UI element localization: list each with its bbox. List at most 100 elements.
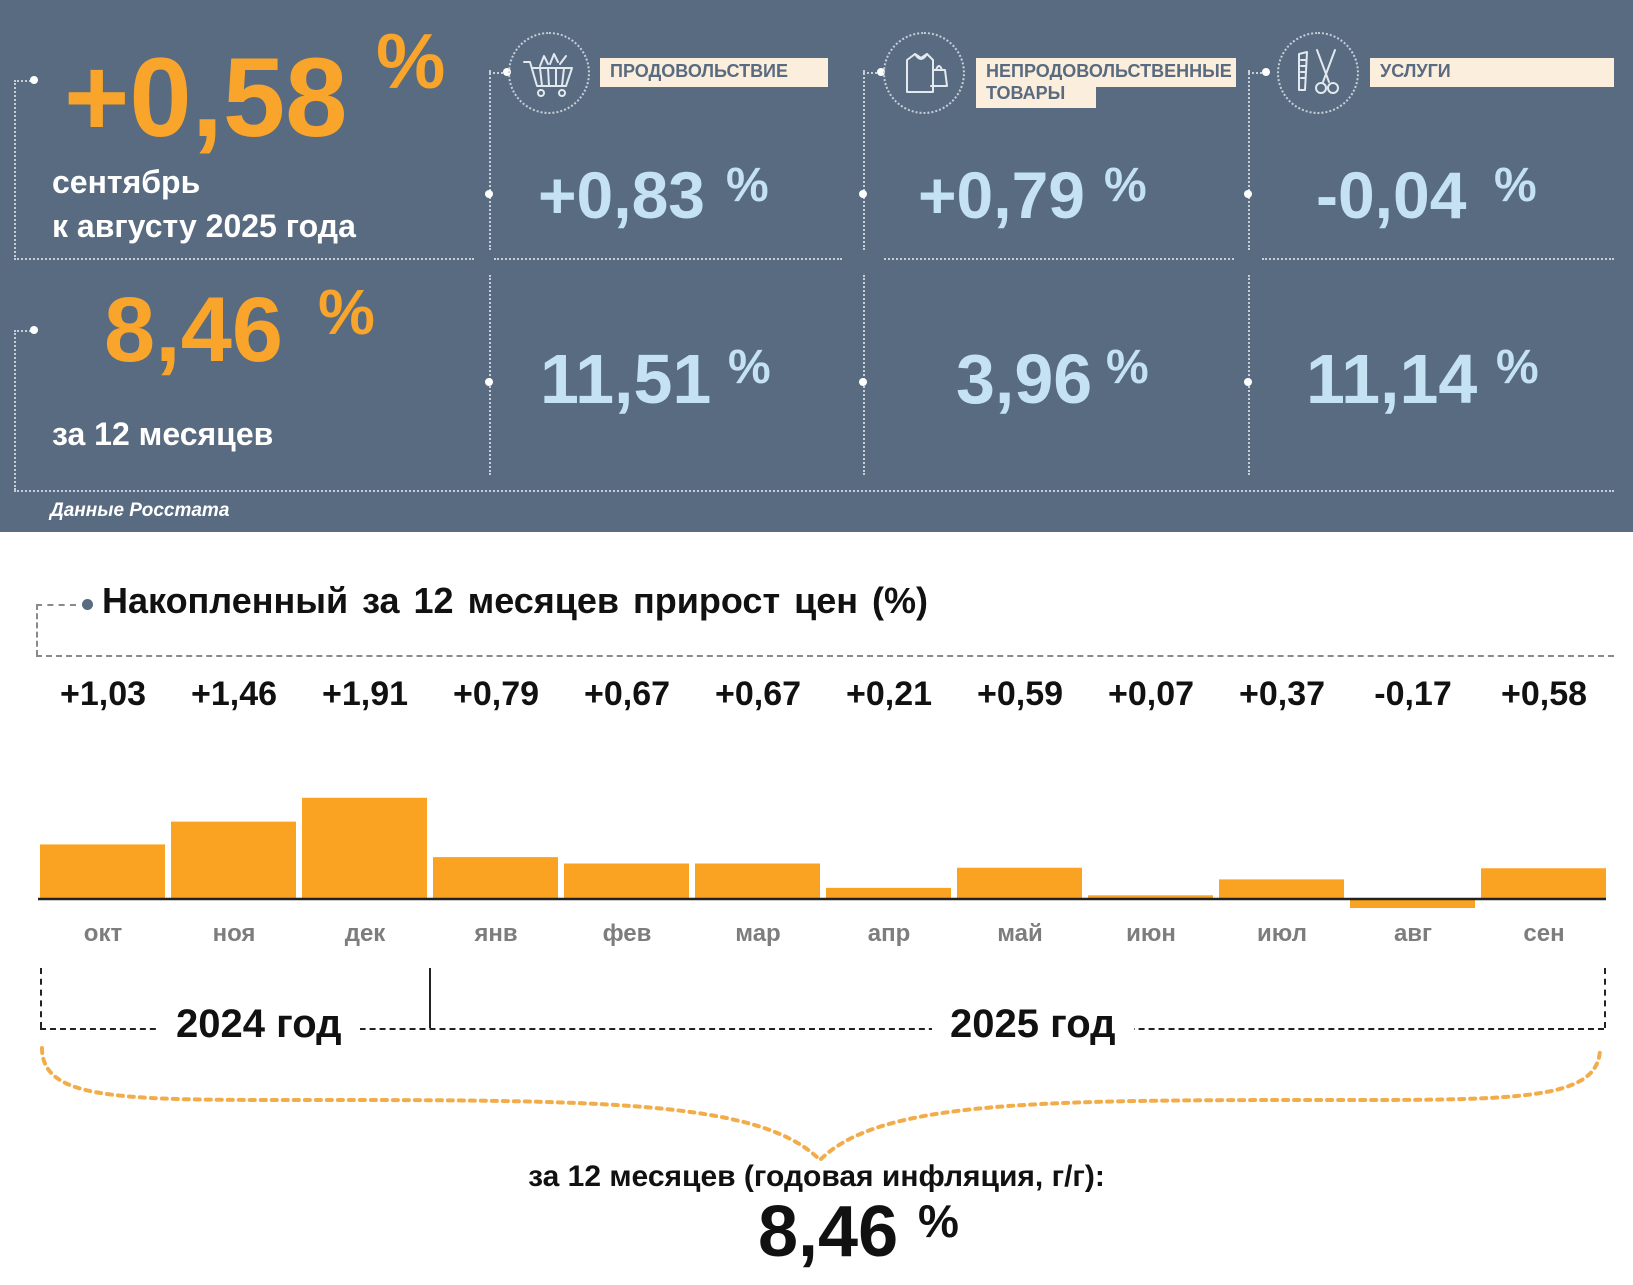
value-label: +0,79 (452, 675, 540, 713)
value-label: +0,21 (845, 675, 933, 713)
bullet-dot (30, 76, 38, 84)
bar-июн (1088, 895, 1213, 899)
category-label-nonfood-line1: НЕПРОДОВОЛЬСТВЕННЫЕ (976, 58, 1236, 87)
bar-апр (826, 887, 951, 899)
year-label-2025: 2025 год (932, 1002, 1134, 1047)
value-label: +0,67 (583, 675, 671, 713)
column-line (1248, 70, 1250, 250)
month-label: янв (474, 920, 518, 947)
bullet-dot (859, 190, 867, 198)
services-annual-value: 11,14 (1306, 340, 1478, 418)
source-note: Данные Росстата (50, 500, 230, 521)
bullet-dot (30, 326, 38, 334)
bullet-dot (877, 68, 885, 76)
category-label-food: ПРОДОВОЛЬСТВИЕ (600, 58, 828, 87)
total-caption: за 12 месяцев (годовая инфляция, г/г): (528, 1160, 1105, 1193)
bar-мар (695, 863, 820, 899)
bar-авг (1350, 899, 1475, 909)
monthly-unit: % (376, 17, 446, 105)
month-label: апр (867, 920, 911, 947)
chart-title: Накопленный за 12 месяцев прирост цен (%… (102, 580, 928, 621)
food-monthly-value: +0,83 (538, 158, 705, 232)
column-line (863, 275, 865, 475)
month-label: июн (1126, 920, 1176, 947)
month-label: фев (602, 920, 652, 947)
category-label-nonfood-line2: ТОВАРЫ (976, 80, 1096, 108)
bar-июл (1219, 879, 1344, 899)
summary-panel: +0,58 % сентябрь к августу 2025 года 8,4… (0, 0, 1633, 532)
bar-янв (433, 857, 558, 899)
monthly-caption-line1: сентябрь (52, 164, 201, 200)
bar-сен (1481, 868, 1606, 899)
frame-line (14, 80, 34, 82)
value-label: +0,67 (714, 675, 802, 713)
annual-value: 8,46 (104, 279, 284, 381)
shopping-cart-icon (508, 32, 590, 114)
column-line (489, 70, 491, 250)
nonfood-annual-value: 3,96 (956, 340, 1093, 418)
value-label: +0,07 (1107, 675, 1195, 713)
value-label: +0,59 (976, 675, 1064, 713)
nonfood-monthly-value: +0,79 (918, 158, 1085, 232)
services-monthly-unit: % (1494, 159, 1537, 212)
month-label: ноя (212, 920, 256, 947)
value-label: -0,17 (1374, 675, 1452, 713)
annual-unit: % (318, 276, 375, 348)
food-annual-value: 11,51 (540, 340, 712, 418)
bullet-dot (503, 68, 511, 76)
total-value: 8,46 (758, 1192, 899, 1272)
bullet-dot (485, 378, 493, 386)
bottom-divider (14, 490, 1614, 492)
nonfood-monthly-unit: % (1104, 159, 1147, 212)
row-divider (14, 258, 474, 260)
bullet-dot (1262, 68, 1270, 76)
frame-line (14, 330, 16, 490)
food-monthly-unit: % (726, 159, 769, 212)
row-divider (1262, 258, 1614, 260)
monthly-value: +0,58 (64, 35, 348, 160)
nonfood-annual-unit: % (1106, 341, 1149, 394)
month-label: сен (1523, 920, 1565, 947)
bar-окт (40, 844, 165, 899)
bar-дек (302, 797, 427, 899)
column-line (489, 275, 491, 475)
bar-фев (564, 863, 689, 899)
services-annual-unit: % (1496, 341, 1539, 394)
bar-май (957, 867, 1082, 899)
frame-line (14, 330, 34, 332)
clothing-icon (883, 32, 965, 114)
scissors-comb-icon (1277, 32, 1359, 114)
bullet-dot (485, 190, 493, 198)
column-line (1248, 72, 1266, 74)
bullet-dot (1244, 378, 1252, 386)
column-line (863, 70, 865, 250)
value-label: +1,91 (321, 675, 409, 713)
year-label-2024: 2024 год (158, 1002, 360, 1047)
value-label: +1,03 (59, 675, 147, 713)
services-monthly-value: -0,04 (1316, 158, 1467, 232)
total-unit: % (918, 1195, 959, 1247)
month-label: май (997, 920, 1043, 947)
column-line (489, 72, 507, 74)
month-label: мар (735, 920, 781, 947)
month-label: окт (83, 920, 123, 947)
bar-ноя (171, 821, 296, 899)
column-line (863, 72, 881, 74)
month-label: июл (1257, 920, 1307, 947)
food-annual-unit: % (728, 341, 771, 394)
annual-caption: за 12 месяцев (52, 416, 274, 452)
month-label: авг (1393, 920, 1433, 947)
row-divider (494, 258, 842, 260)
value-label: +0,58 (1500, 675, 1588, 713)
value-label: +1,46 (190, 675, 278, 713)
month-label: дек (344, 920, 386, 947)
title-bullet (82, 599, 93, 610)
column-line (1248, 275, 1250, 475)
bullet-dot (1244, 190, 1252, 198)
frame-line (14, 80, 16, 260)
bullet-dot (859, 378, 867, 386)
value-label: +0,37 (1238, 675, 1326, 713)
monthly-caption-line2: к августу 2025 года (52, 208, 356, 244)
